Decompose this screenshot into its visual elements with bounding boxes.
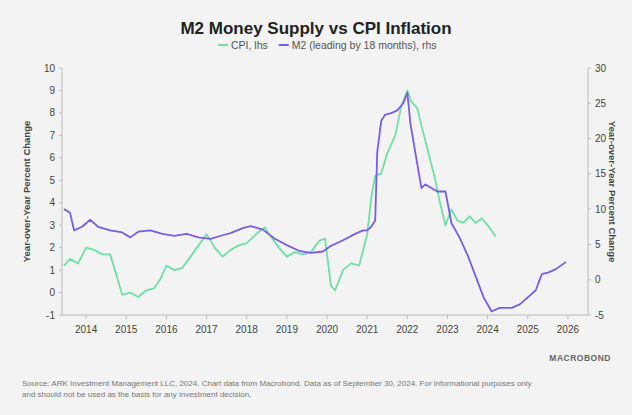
y2-tick-label: 10 [595, 204, 607, 215]
x-tick [166, 315, 167, 319]
y2-tick-label: 20 [595, 133, 607, 144]
y-tick [59, 157, 62, 158]
source-note: and should not be used as the basis for … [22, 390, 251, 399]
y-tick [59, 225, 62, 226]
y-tick [59, 112, 62, 113]
title: M2 Money Supply vs CPI Inflation [180, 19, 451, 38]
x-tick-label: 2021 [356, 324, 379, 335]
x-tick-label: 2014 [75, 324, 98, 335]
y-tick [59, 202, 62, 203]
y-tick-label: -1 [46, 310, 55, 321]
y2-axis-line [588, 68, 589, 315]
y-axis-title: Year-over-Year Percent Change [21, 121, 32, 263]
x-tick [407, 315, 408, 319]
y2-tick [588, 279, 591, 280]
x-tick-label: 2023 [436, 324, 459, 335]
y-axis-line [62, 68, 63, 315]
y2-tick-label: 0 [595, 274, 601, 285]
x-tick [126, 315, 127, 319]
x-tick-label: 2019 [276, 324, 299, 335]
x-tick-label: 2018 [236, 324, 259, 335]
y-tick-label: 10 [44, 63, 56, 74]
x-tick [246, 315, 247, 319]
y2-tick-label: 5 [595, 239, 601, 250]
y2-tick [588, 103, 591, 104]
x-tick-label: 2026 [557, 324, 580, 335]
y2-tick [588, 68, 591, 69]
legend-swatch [218, 44, 228, 46]
legend-swatch [279, 44, 289, 46]
y-tick-label: 1 [49, 265, 55, 276]
x-tick [487, 315, 488, 319]
x-tick-label: 2020 [316, 324, 339, 335]
series-line [64, 93, 566, 312]
x-axis-line [62, 315, 588, 316]
x-tick [527, 315, 528, 319]
y-tick-label: 6 [49, 152, 55, 163]
legend: CPI, lhs M2 (leading by 18 months), rhs [218, 39, 437, 51]
x-tick-label: 2017 [195, 324, 218, 335]
y-tick [59, 135, 62, 136]
x-tick [447, 315, 448, 319]
y2-tick-label: 15 [595, 168, 607, 179]
y-tick-label: 0 [49, 287, 55, 298]
y-tick-label: 2 [49, 242, 55, 253]
legend-label: CPI, lhs [231, 39, 268, 51]
y2-tick-label: 25 [595, 98, 607, 109]
x-tick-label: 2016 [155, 324, 178, 335]
x-tick-label: 2022 [396, 324, 419, 335]
y-tick-label: 4 [49, 197, 55, 208]
y-tick [59, 270, 62, 271]
y-tick-label: 5 [49, 175, 55, 186]
x-tick [367, 315, 368, 319]
y-tick-label: 3 [49, 220, 55, 231]
series-line [64, 90, 496, 297]
y2-tick [588, 173, 591, 174]
y2-tick [588, 138, 591, 139]
x-tick [327, 315, 328, 319]
y-tick [59, 180, 62, 181]
y-tick [59, 68, 62, 69]
background [0, 0, 632, 415]
y-tick [59, 292, 62, 293]
y-tick [59, 247, 62, 248]
x-tick-label: 2025 [517, 324, 540, 335]
x-tick [86, 315, 87, 319]
y-tick-label: 7 [49, 130, 55, 141]
y-tick [59, 315, 62, 316]
plot-area [64, 90, 566, 311]
x-tick-label: 2024 [476, 324, 499, 335]
y-tick [59, 90, 62, 91]
brand: MACROBOND [549, 353, 611, 363]
y2-tick [588, 209, 591, 210]
x-tick [286, 315, 287, 319]
x-tick-label: 2015 [115, 324, 138, 335]
x-tick [206, 315, 207, 319]
legend-label: M2 (leading by 18 months), rhs [292, 39, 437, 51]
y2-tick-label: -5 [595, 310, 604, 321]
y-tick-label: 8 [49, 107, 55, 118]
y2-axis-title: Year-over-Year Percent Change [607, 121, 618, 263]
chart: M2 Money Supply vs CPI InflationCPI, lhs… [0, 0, 632, 415]
y2-tick-label: 30 [595, 63, 607, 74]
y2-tick [588, 244, 591, 245]
source-note: Source: ARK Investment Management LLC, 2… [22, 379, 532, 388]
x-tick [567, 315, 568, 319]
y-tick-label: 9 [49, 85, 55, 96]
y2-tick [588, 315, 591, 316]
